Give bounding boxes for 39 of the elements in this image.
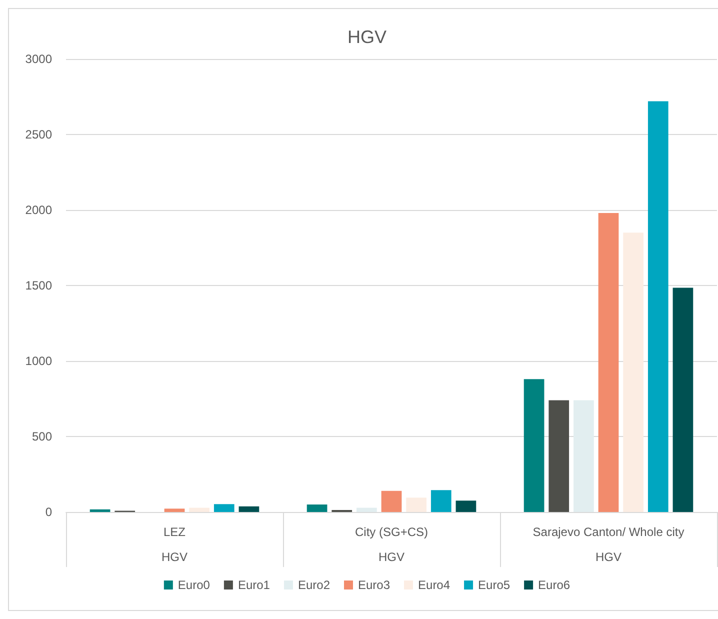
chart-title: HGV xyxy=(347,27,387,47)
bar xyxy=(164,508,185,512)
bar xyxy=(548,400,570,512)
legend-label: Euro1 xyxy=(238,578,270,592)
bar xyxy=(238,506,260,512)
legend-label: Euro2 xyxy=(298,578,330,592)
text: HGV xyxy=(161,550,188,564)
legend-label: Euro5 xyxy=(478,578,510,592)
bar xyxy=(214,504,234,512)
x-tick-label: LEZ xyxy=(163,525,186,539)
bar xyxy=(306,504,328,512)
bar xyxy=(456,500,476,512)
bar xyxy=(648,101,668,512)
x-tick-label: Sarajevo Canton/ Whole city xyxy=(532,525,684,539)
bar xyxy=(90,509,110,512)
bar xyxy=(524,379,544,512)
y-tick-label: 2500 xyxy=(25,128,52,142)
y-tick-label: 0 xyxy=(45,505,52,519)
y-tick-label: 2000 xyxy=(25,203,52,217)
y-tick-label: 3000 xyxy=(25,52,52,66)
text: HGV xyxy=(378,550,405,564)
bar xyxy=(406,498,426,512)
y-tick-label: 1000 xyxy=(25,354,52,368)
bar xyxy=(672,288,694,512)
bar xyxy=(381,490,402,512)
legend-label: Euro4 xyxy=(418,578,450,592)
bar xyxy=(574,400,594,512)
text: HGV xyxy=(595,550,622,564)
bar xyxy=(189,508,210,512)
bar xyxy=(598,213,619,512)
legend-label: Euro6 xyxy=(538,578,570,592)
legend-label: Euro0 xyxy=(178,578,210,592)
y-tick-label: 1500 xyxy=(25,278,52,292)
x-tick-label: City (SG+CS) xyxy=(354,525,428,539)
bar xyxy=(430,490,452,512)
bar xyxy=(623,232,644,512)
legend-label: Euro3 xyxy=(358,578,390,592)
y-tick-label: 500 xyxy=(32,430,52,444)
bar xyxy=(356,508,377,512)
